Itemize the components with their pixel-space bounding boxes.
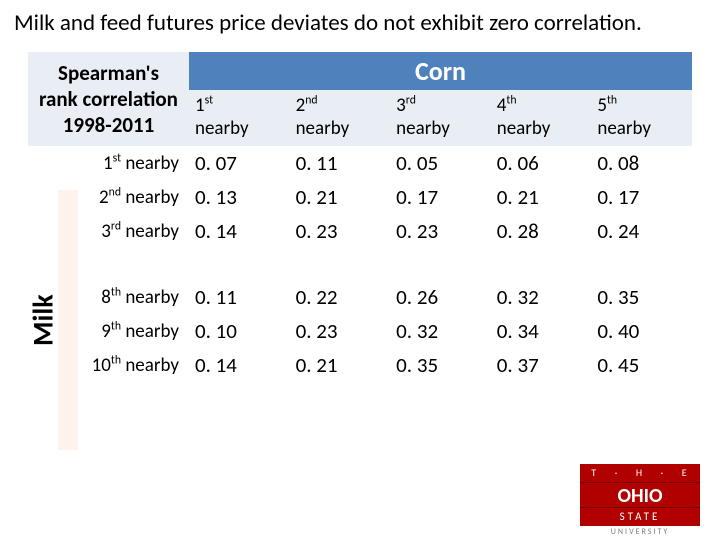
cell: 0. 26	[390, 280, 491, 314]
row-label: 9th nearby	[28, 314, 189, 348]
cell: 0. 32	[390, 314, 491, 348]
col-header: 1stnearby	[189, 90, 290, 146]
slide-title: Milk and feed futures price deviates do …	[0, 0, 720, 44]
cell: 0. 22	[290, 280, 391, 314]
logo-top-bar: T·H·E	[580, 464, 700, 482]
table-row: 10th nearby 0. 14 0. 21 0. 35 0. 37 0. 4…	[28, 348, 692, 382]
table-row: 8th nearby 0. 11 0. 22 0. 26 0. 32 0. 35	[28, 280, 692, 314]
cell: 0. 14	[189, 348, 290, 382]
row-label: 2nd nearby	[28, 180, 189, 214]
cell: 0. 21	[290, 348, 391, 382]
cell: 0. 06	[491, 146, 592, 180]
spacer-row	[28, 248, 692, 280]
row-label: 3rd nearby	[28, 214, 189, 248]
cell: 0. 32	[491, 280, 592, 314]
correlation-table: Spearman's rank correlation 1998-2011 Co…	[28, 52, 692, 382]
cell: 0. 34	[491, 314, 592, 348]
col-header: 4thnearby	[491, 90, 592, 146]
table-desc-cell: Spearman's rank correlation 1998-2011	[28, 52, 189, 146]
table-row: 3rd nearby 0. 14 0. 23 0. 23 0. 28 0. 24	[28, 214, 692, 248]
row-label: 10th nearby	[28, 348, 189, 382]
row-label: 1st nearby	[28, 146, 189, 180]
cell: 0. 23	[290, 214, 391, 248]
cell: 0. 17	[591, 180, 692, 214]
ohio-state-logo: T·H·E OHIO STATE UNIVERSITY	[580, 464, 700, 526]
table-row: 9th nearby 0. 10 0. 23 0. 32 0. 34 0. 40	[28, 314, 692, 348]
cell: 0. 23	[390, 214, 491, 248]
cell: 0. 45	[591, 348, 692, 382]
col-header: 2ndnearby	[290, 90, 391, 146]
cell: 0. 17	[390, 180, 491, 214]
cell: 0. 14	[189, 214, 290, 248]
cell: 0. 24	[591, 214, 692, 248]
cell: 0. 10	[189, 314, 290, 348]
corn-header: Corn	[189, 52, 692, 90]
cell: 0. 08	[591, 146, 692, 180]
logo-university: UNIVERSITY	[580, 527, 700, 537]
cell: 0. 11	[290, 146, 391, 180]
table-row: 1st nearby 0. 07 0. 11 0. 05 0. 06 0. 08	[28, 146, 692, 180]
desc-line: rank correlation	[39, 86, 178, 112]
col-header: 5thnearby	[591, 90, 692, 146]
logo-state-bar: STATE	[580, 508, 700, 526]
cell: 0. 07	[189, 146, 290, 180]
col-header: 3rdnearby	[390, 90, 491, 146]
logo-mid: OHIO	[580, 482, 700, 508]
cell: 0. 35	[591, 280, 692, 314]
cell: 0. 40	[591, 314, 692, 348]
row-label: 8th nearby	[28, 280, 189, 314]
cell: 0. 37	[491, 348, 592, 382]
cell: 0. 35	[390, 348, 491, 382]
cell: 0. 23	[290, 314, 391, 348]
cell: 0. 21	[491, 180, 592, 214]
desc-line: Spearman's	[58, 60, 159, 86]
desc-line: 1998-2011	[63, 112, 155, 138]
cell: 0. 21	[290, 180, 391, 214]
cell: 0. 13	[189, 180, 290, 214]
cell: 0. 05	[390, 146, 491, 180]
table-row: 2nd nearby 0. 13 0. 21 0. 17 0. 21 0. 17	[28, 180, 692, 214]
cell: 0. 11	[189, 280, 290, 314]
cell: 0. 28	[491, 214, 592, 248]
